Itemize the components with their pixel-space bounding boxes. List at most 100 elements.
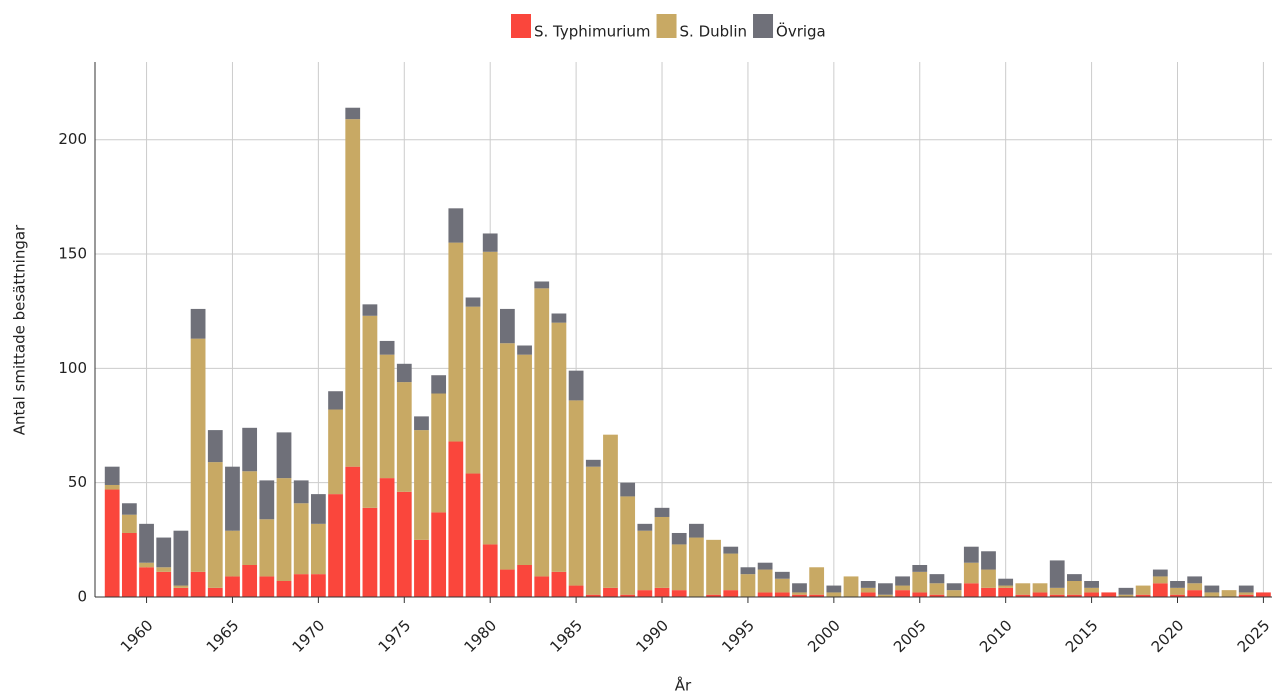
bar-segment (963, 583, 979, 597)
bar-segment (963, 562, 979, 584)
bar-segment (654, 507, 670, 517)
bar-segment (310, 523, 326, 575)
y-tick-label: 50 (68, 473, 87, 491)
bar-segment (723, 553, 739, 591)
bar-segment (929, 594, 945, 597)
bar-segment (104, 466, 120, 485)
bar-segment (242, 564, 258, 597)
bar-segment (878, 594, 893, 597)
bar-segment (860, 580, 876, 588)
bar-segment (1170, 587, 1185, 595)
bar-segment (1187, 583, 1203, 591)
bar-segment (362, 315, 378, 508)
bar-segment (1049, 587, 1065, 595)
bar-segment (981, 587, 996, 597)
bar-segment (121, 532, 137, 597)
bar-segment (706, 594, 721, 597)
bar-segment (1032, 583, 1048, 593)
bar-segment (362, 304, 378, 316)
bar-segment (981, 569, 996, 588)
legend-label: S. Dublin (680, 23, 747, 41)
bar-segment (895, 590, 910, 597)
x-tick-label: 1975 (375, 616, 415, 656)
bar-segment (757, 592, 773, 597)
bar-segment (534, 281, 550, 289)
bar-segment (1049, 560, 1065, 588)
bar-segment (792, 592, 807, 595)
bar-segment (809, 567, 825, 595)
bar-segment (362, 507, 378, 597)
bar-segment (328, 391, 343, 410)
x-tick-label: 1985 (546, 616, 586, 656)
bar-segment (826, 585, 842, 593)
bar-segment (946, 590, 962, 597)
bar-segment (929, 583, 945, 595)
bar-segment (431, 512, 447, 597)
y-tick-label: 0 (77, 588, 87, 606)
bar-segment (259, 480, 275, 520)
y-tick-label: 150 (58, 245, 87, 263)
legend-swatch (753, 14, 774, 38)
bar-segment (878, 583, 893, 595)
bar-segment (414, 430, 429, 540)
bar-segment (225, 530, 240, 577)
bar-segment (723, 590, 739, 597)
bar-segment (1118, 594, 1134, 597)
x-tick-label: 1980 (460, 616, 500, 656)
bar-segment (414, 416, 429, 431)
bar-segment (414, 539, 429, 597)
bar-segment (774, 578, 790, 593)
bar-segment (499, 343, 515, 570)
bar-segment (1067, 580, 1082, 595)
bar-segment (654, 587, 670, 597)
bar-segment (173, 587, 189, 597)
bar-segment (190, 308, 206, 339)
legend-label: S. Typhimurium (534, 23, 651, 41)
bar-segment (585, 466, 601, 595)
bar-segment (190, 571, 206, 597)
bar-segment (396, 363, 412, 383)
bar-segment (517, 345, 532, 355)
bar-segment (328, 494, 343, 597)
bar-segment (534, 288, 550, 577)
bar-segment (757, 562, 773, 570)
bar-segment (465, 306, 481, 474)
bar-segment (207, 462, 223, 588)
bar-segment (1015, 583, 1031, 595)
bar-segment (499, 569, 515, 597)
bar-segment (139, 567, 154, 597)
legend-label: Övriga (776, 22, 826, 41)
bar-segment (843, 576, 859, 597)
bar-segment (688, 523, 704, 538)
bar-segment (585, 594, 601, 597)
bar-segment (774, 571, 790, 579)
x-tick-label: 1970 (289, 616, 329, 656)
bar-segment (139, 523, 154, 563)
bar-segment (242, 471, 258, 565)
bar-segment (431, 393, 447, 513)
bar-segment (1084, 587, 1099, 593)
bar-segment (929, 574, 945, 584)
bar-segment (603, 434, 618, 588)
bar-segment (1238, 585, 1254, 593)
bar-segment (1170, 580, 1185, 588)
bar-segment (1152, 583, 1168, 597)
bar-segment (310, 574, 326, 597)
bar-segment (276, 432, 292, 479)
bar-segment (276, 580, 292, 597)
bar-segment (345, 119, 361, 467)
bar-segment (895, 576, 910, 586)
bar-segment (912, 571, 928, 593)
bar-segment (620, 482, 636, 497)
bar-segment (431, 375, 447, 394)
bar-segment (637, 530, 653, 591)
bar-segment (242, 427, 258, 472)
x-tick-label: 2015 (1062, 616, 1102, 656)
x-axis-label: År (675, 676, 692, 695)
bar-segment (1152, 569, 1168, 577)
bar-segment (379, 354, 395, 479)
bar-segment (1135, 594, 1151, 597)
bar-segment (448, 441, 464, 597)
bar-segment (293, 503, 309, 575)
bar-segment (1101, 592, 1117, 597)
